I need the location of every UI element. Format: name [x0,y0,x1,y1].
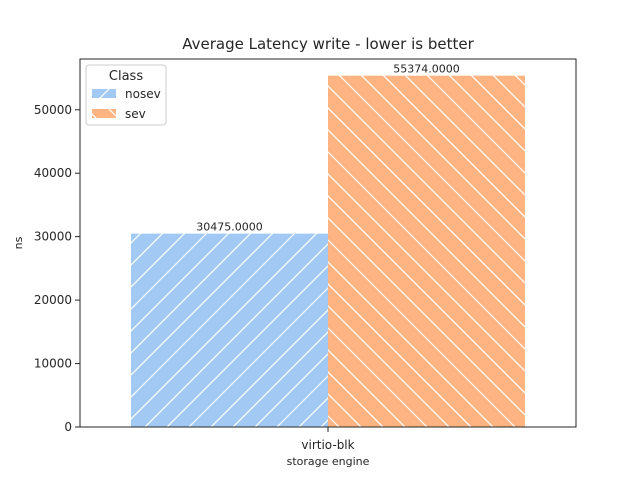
y-tick-label: 20000 [34,293,72,307]
plot-frame [79,58,577,428]
bar-value-label-nosev: 30475.0000 [196,221,262,234]
y-tick-label: 30000 [34,230,72,244]
legend-swatch-nosev [92,89,116,98]
legend: Class nosev sev [85,64,167,126]
y-tick-label: 0 [64,420,72,434]
bar-sev [328,75,525,428]
bars-group: 30475.0000 55374.0000 [131,63,525,428]
y-axis: 0 10000 20000 30000 40000 50000 [34,103,80,434]
x-axis-label: storage engine [287,455,370,468]
bar-nosev [131,233,328,427]
legend-swatch-sev [92,109,116,118]
chart-title: Average Latency write - lower is better [182,35,474,53]
bar-value-label-sev: 55374.0000 [393,63,459,76]
y-tick-label: 10000 [34,357,72,371]
x-tick-label: virtio-blk [301,438,354,452]
legend-title: Class [109,69,143,84]
y-tick-label: 50000 [34,103,72,117]
legend-label-nosev: nosev [125,87,161,101]
legend-label-sev: sev [125,107,146,121]
y-tick-label: 40000 [34,166,72,180]
x-axis: virtio-blk [301,427,355,452]
y-axis-label: ns [12,236,25,249]
